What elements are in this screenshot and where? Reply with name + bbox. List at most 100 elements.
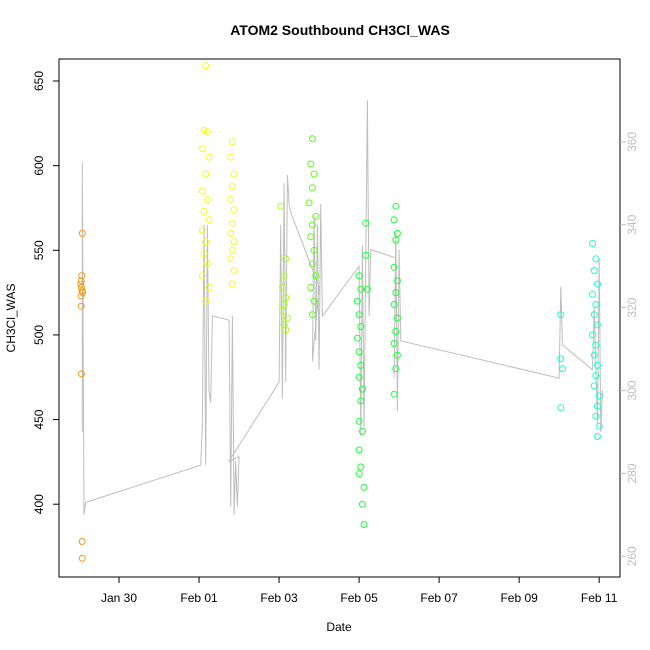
data-point (355, 311, 363, 319)
y2-tick-label: 260 (625, 546, 639, 566)
data-point (277, 202, 285, 210)
x-tick-label: Feb 03 (260, 591, 298, 605)
data-point (390, 263, 398, 271)
plot-frame (58, 58, 621, 578)
data-point (390, 301, 398, 308)
data-point (282, 294, 290, 302)
data-point (590, 311, 598, 319)
data-point (200, 207, 208, 215)
data-point (308, 311, 316, 319)
data-point (590, 382, 598, 390)
data-point (355, 417, 363, 425)
y-tick-label: 600 (32, 155, 46, 175)
data-point (592, 412, 600, 420)
data-point (310, 297, 318, 305)
data-point (205, 216, 213, 224)
data-point (230, 170, 238, 178)
secondary-series-line (81, 100, 603, 515)
x-tick-label: Feb 05 (340, 591, 378, 605)
data-point (589, 240, 596, 247)
y2-tick-label: 320 (625, 297, 639, 317)
data-point (312, 212, 320, 220)
data-point (283, 314, 291, 322)
data-point (360, 521, 368, 528)
x-tick-label: Jan 30 (101, 591, 137, 605)
data-point (590, 351, 598, 359)
data-point (393, 351, 401, 359)
data-point (77, 292, 85, 300)
data-point (282, 326, 290, 334)
data-point (230, 238, 238, 246)
secondary-y-axis: 260 280 300 320 340 360 (620, 132, 639, 566)
data-point (228, 138, 236, 146)
data-point (278, 284, 286, 291)
data-point (595, 392, 603, 400)
x-tick-label: Feb 01 (180, 591, 218, 605)
y-tick-label: 450 (32, 409, 46, 429)
data-point (362, 219, 370, 227)
y-tick-label: 400 (32, 494, 46, 514)
data-point (198, 187, 206, 195)
data-point (203, 196, 211, 203)
data-point (592, 372, 600, 380)
data-point (305, 199, 313, 207)
data-point (589, 290, 596, 298)
data-point (227, 153, 235, 161)
data-point (78, 554, 86, 562)
data-point (355, 446, 363, 454)
data-point (594, 402, 601, 410)
data-point (280, 301, 288, 308)
data-point (355, 272, 363, 280)
data-point (355, 373, 363, 381)
data-point (357, 285, 365, 293)
data-point (202, 170, 210, 178)
data-point (557, 404, 565, 412)
data-point (198, 145, 206, 153)
y-axis-label: CH3Cl_WAS (4, 284, 18, 353)
data-point (78, 538, 86, 545)
data-point (594, 280, 601, 288)
x-axis: Jan 30 Feb 01 Feb 03 Feb 05 Feb 07 Feb 09 Feb … (101, 577, 618, 605)
y-tick-label: 650 (32, 71, 46, 91)
data-point (307, 160, 315, 168)
data-point (592, 301, 600, 308)
data-point (393, 277, 401, 285)
x-tick-label: Feb 09 (500, 591, 538, 605)
data-point (357, 361, 365, 369)
data-point (227, 229, 235, 237)
data-point (310, 246, 318, 254)
data-point (307, 233, 315, 241)
y-axis: 400 450 500 550 600 650 (32, 71, 59, 514)
y2-tick-label: 360 (625, 132, 639, 152)
data-point (592, 255, 600, 263)
data-point (282, 255, 290, 263)
data-point (557, 355, 565, 363)
data-point (363, 285, 371, 293)
data-point (590, 267, 598, 275)
y-tick-label: 500 (32, 325, 46, 345)
data-point (559, 365, 566, 373)
data-point (390, 339, 398, 347)
data-point (308, 135, 316, 143)
data-point (589, 331, 596, 339)
y2-tick-label: 340 (625, 214, 639, 234)
data-point (358, 427, 366, 435)
data-point (308, 184, 316, 192)
data-point (198, 272, 206, 280)
data-point (594, 321, 601, 329)
data-point (390, 390, 398, 398)
data-point (203, 128, 211, 136)
data-point (227, 255, 235, 263)
data-point (230, 206, 238, 214)
data-point (392, 328, 400, 335)
data-point (592, 341, 600, 349)
data-point (357, 323, 365, 330)
data-point (79, 289, 87, 297)
data-point (78, 370, 85, 378)
data-point (392, 236, 400, 244)
y2-tick-label: 280 (625, 463, 639, 483)
x-axis-label: Date (326, 620, 352, 634)
chart-title: ATOM2 Southbound CH3Cl_WAS (230, 22, 450, 38)
data-point (203, 260, 211, 268)
data-point (205, 284, 213, 291)
